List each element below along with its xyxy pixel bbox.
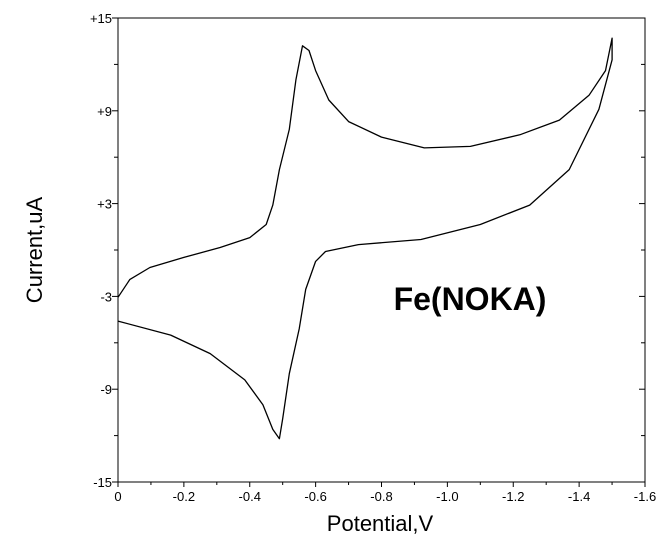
x-tick-label: -0.8: [370, 489, 392, 504]
plot-frame: [117, 17, 646, 483]
y-tick-label: +9: [97, 104, 112, 119]
y-tick-label: -3: [100, 289, 112, 304]
y-tick-label: +3: [97, 197, 112, 212]
x-axis-title: Potential,V: [327, 511, 434, 536]
x-tick-label: -0.6: [304, 489, 326, 504]
y-tick-label: -9: [100, 382, 112, 397]
x-tick-label: -1.0: [436, 489, 458, 504]
y-tick-label: +15: [90, 11, 112, 26]
cv-curve: [117, 37, 613, 440]
annotation: Fe(NOKA): [394, 281, 547, 317]
x-tick-label: 0: [114, 489, 121, 504]
x-tick-label: -0.4: [239, 489, 261, 504]
x-tick-label: -0.2: [173, 489, 195, 504]
y-axis-title: Current,uA: [22, 196, 47, 303]
y-tick-label: -15: [93, 475, 112, 490]
x-tick-label: -1.4: [568, 489, 590, 504]
x-tick-label: -1.2: [502, 489, 524, 504]
x-tick-label: -1.6: [634, 489, 656, 504]
